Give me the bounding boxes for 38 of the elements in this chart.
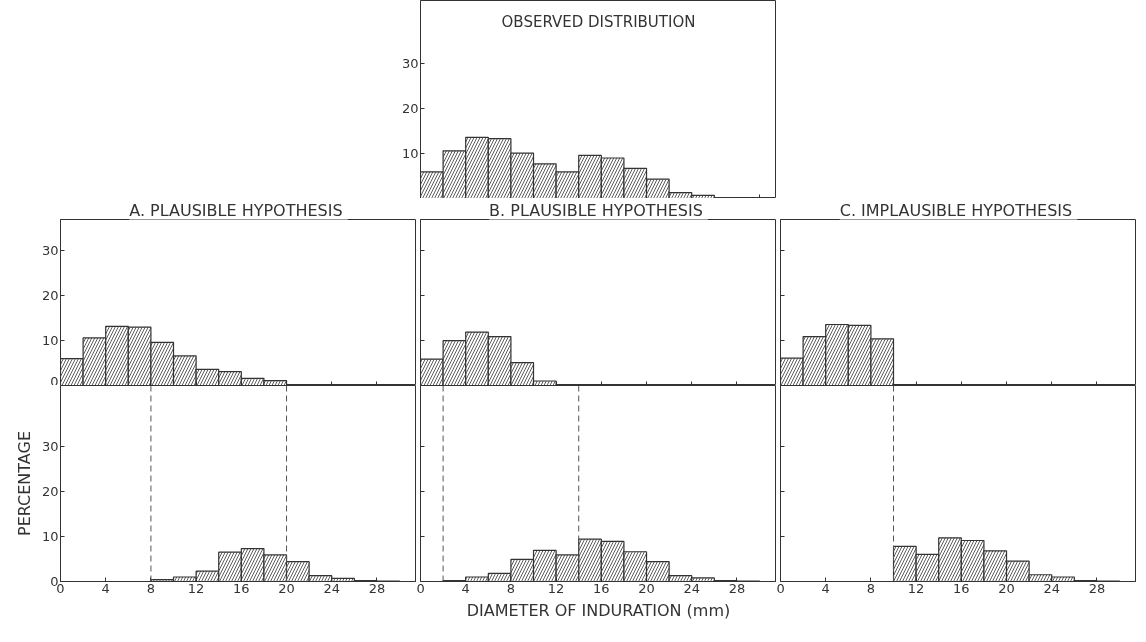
x-tick-label: 12 [907, 580, 925, 596]
y-tick-label: 20 [401, 101, 419, 116]
x-tick-label: 12 [187, 580, 205, 596]
y-tick-label: 30 [41, 438, 59, 454]
chart-title: C. IMPLAUSIBLE HYPOTHESIS [839, 200, 1073, 220]
x-tick-label: 24 [683, 580, 701, 596]
x-tick-label: 28 [368, 580, 386, 596]
x-tick-label: 8 [146, 580, 156, 596]
x-tick-label: 8 [866, 580, 876, 596]
y-tick-label: 0 [50, 373, 59, 389]
y-tick-label: 10 [41, 333, 59, 349]
x-tick-label: 20 [278, 580, 295, 596]
x-tick-label: 24 [323, 580, 341, 596]
y-tick-label: 30 [401, 56, 419, 71]
text: OBSERVED DISTRIBUTION [501, 12, 696, 31]
x-tick-label: 4 [101, 580, 110, 596]
y-tick-label: 20 [41, 483, 59, 499]
y-tick-label: 10 [401, 146, 419, 161]
x-axis-title: DIAMETER OF INDURATION (mm) [466, 600, 731, 620]
y-tick-label: 20 [41, 288, 59, 304]
y-tick-label: 10 [41, 528, 59, 544]
x-tick-label: 4 [461, 580, 470, 596]
x-tick-label: 24 [1043, 580, 1061, 596]
x-tick-label: 0 [776, 580, 785, 596]
x-tick-label: 20 [998, 580, 1015, 596]
x-tick-label: 16 [233, 580, 250, 596]
y-tick-label: 30 [41, 243, 59, 259]
x-tick-label: 28 [1088, 580, 1106, 596]
x-tick-label: 4 [821, 580, 830, 596]
x-tick-label: 28 [728, 580, 746, 596]
x-tick-label: 16 [953, 580, 970, 596]
x-tick-label: 8 [506, 580, 516, 596]
x-tick-label: 16 [593, 580, 610, 596]
chart-title: B. PLAUSIBLE HYPOTHESIS [489, 200, 703, 220]
y-axis-title: PERCENTAGE [14, 430, 34, 537]
x-tick-label: 20 [638, 580, 655, 596]
x-tick-label: 12 [547, 580, 565, 596]
chart-title: A. PLAUSIBLE HYPOTHESIS [129, 200, 343, 220]
